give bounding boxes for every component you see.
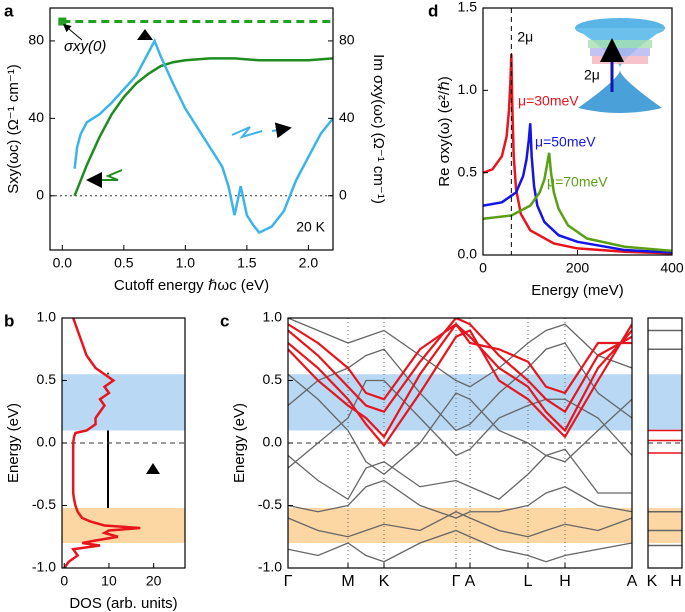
y-tick-label: 0.0	[458, 246, 478, 262]
triangle-marker	[146, 463, 160, 474]
y-axis-label: Sxy(ωc) (Ω⁻¹ cm⁻¹)	[5, 64, 22, 194]
x-tick-label: 0	[479, 260, 487, 276]
y-tick-label: -0.5	[32, 496, 56, 512]
series-line	[288, 322, 632, 439]
series-line	[288, 318, 632, 388]
plot-frame	[61, 317, 186, 569]
x-axis-label: Cutoff energy ℏωc (eV)	[114, 277, 269, 294]
series-label: μ=30meV	[518, 93, 579, 109]
series-line	[288, 379, 632, 469]
pointer	[62, 23, 83, 41]
x-tick-label: H	[670, 573, 682, 590]
y-tick-label: 1.0	[37, 309, 57, 325]
x-tick-label: 400	[660, 260, 684, 276]
series-line	[288, 511, 632, 538]
series-line	[483, 152, 672, 253]
series-label: μ=50meV	[535, 134, 596, 150]
x-tick-label: Γ	[284, 573, 293, 590]
plot-frame	[647, 317, 683, 569]
panel	[62, 318, 185, 568]
x-tick-label: 0.5	[114, 255, 134, 271]
y-tick-label: 0.5	[263, 371, 283, 387]
cone-inset	[575, 18, 665, 113]
y2-tick-label: 80	[339, 32, 355, 48]
plot-frame	[49, 7, 334, 251]
x-tick-label: K	[647, 573, 658, 590]
series-line	[288, 322, 632, 401]
x-tick-label: H	[559, 573, 571, 590]
x-tick-label: Γ	[452, 573, 461, 590]
series-line	[288, 373, 632, 476]
x-tick-label: 10	[101, 573, 117, 589]
y-tick-label: -1.0	[258, 559, 282, 575]
x-tick-label: M	[341, 573, 354, 590]
y-axis-label: Energy (eV)	[231, 403, 248, 483]
series-label: μ=70meV	[547, 174, 608, 190]
x-axis-label: Energy (meV)	[531, 282, 624, 299]
y-tick-label: 40	[28, 109, 44, 125]
series-line	[288, 318, 632, 414]
x-tick-label: 0	[60, 573, 68, 589]
panel-letter: b	[4, 311, 14, 330]
y-tick-label: 0.0	[263, 434, 283, 450]
axis-indicator	[271, 122, 292, 139]
y-tick-label: 0.5	[37, 371, 57, 387]
series-line	[63, 318, 141, 568]
plot-frame	[287, 317, 633, 569]
series-line	[73, 57, 333, 197]
x-tick-label: 1.0	[176, 255, 196, 271]
energy-window	[62, 508, 185, 543]
temperature-label: 20 K	[296, 219, 325, 235]
y-tick-label: 80	[28, 32, 44, 48]
y-tick-label: -1.0	[32, 559, 56, 575]
series-line	[288, 448, 632, 501]
panel-letter: c	[220, 311, 229, 330]
y-tick-label: 0	[36, 186, 44, 202]
y2-tick-label: 0	[339, 186, 347, 202]
series-line	[73, 37, 333, 235]
y-axis-label: Energy (eV)	[5, 403, 22, 483]
y-tick-label: 1.5	[458, 0, 478, 15]
x-tick-label: 0.0	[53, 255, 73, 271]
plot-frame	[482, 7, 673, 256]
panel-letter: d	[428, 1, 438, 20]
x-tick-label: 1.5	[237, 255, 257, 271]
x-tick-label: 2.0	[299, 255, 319, 271]
panel	[483, 54, 672, 255]
y2-axis-label: Im σxy(ωc) (Ω⁻¹ cm⁻¹)	[370, 54, 387, 204]
x-tick-label: 200	[566, 260, 590, 276]
energy-window	[648, 374, 682, 431]
y-tick-label: 0.0	[37, 434, 57, 450]
reference-label: σxy(0)	[64, 38, 106, 55]
x-tick-label: A	[465, 573, 476, 590]
triangle-marker	[137, 29, 153, 40]
y-tick-label: 1.0	[458, 81, 478, 97]
panel	[288, 318, 632, 568]
y-tick-label: -0.5	[258, 496, 282, 512]
x-axis-label: DOS (arb. units)	[69, 595, 177, 612]
energy-window	[62, 374, 185, 431]
axis-indicator	[86, 169, 123, 188]
y-tick-label: 0.5	[458, 163, 478, 179]
reference-label: 2μ	[517, 29, 533, 45]
inset-label: 2μ	[584, 67, 600, 83]
axis-indicator	[231, 126, 263, 139]
series-line	[483, 54, 672, 255]
panel	[50, 37, 333, 235]
x-tick-label: L	[524, 573, 533, 590]
y-tick-label: 1.0	[263, 309, 283, 325]
panel-letter: a	[4, 1, 14, 20]
series-line	[288, 529, 632, 563]
x-tick-label: A	[627, 573, 638, 590]
y2-tick-label: 40	[339, 109, 355, 125]
x-tick-label: 20	[146, 573, 162, 589]
reference-marker	[58, 17, 67, 26]
y-axis-label: Re σxy(ω) (e²/ℏ)	[436, 76, 453, 186]
x-tick-label: K	[379, 573, 390, 590]
series-line	[288, 342, 632, 432]
series-line	[483, 123, 672, 254]
energy-window	[648, 508, 682, 543]
